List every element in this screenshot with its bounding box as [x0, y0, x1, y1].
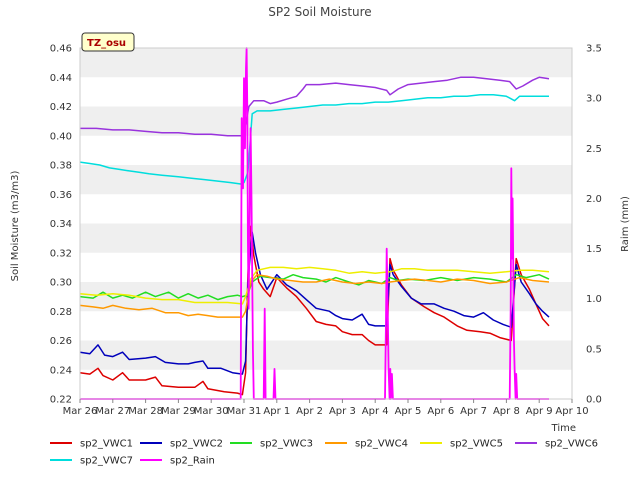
site-badge: TZ_osu	[81, 32, 135, 52]
grid-band	[80, 369, 572, 399]
y-tick-label: 0.22	[50, 395, 72, 406]
legend-label-sp2-vwc1: sp2_VWC1	[80, 439, 133, 450]
x-tick-label: Apr 1	[263, 406, 290, 417]
x-tick-label: Mar 31	[227, 406, 262, 417]
grid-band	[80, 252, 572, 282]
y-tick-label: 0.36	[50, 190, 72, 201]
legend-label-sp2-vwc2: sp2_VWC2	[170, 439, 223, 450]
x-tick-label: Mar 27	[95, 406, 130, 417]
x-tick-label: Apr 5	[395, 406, 422, 417]
y-tick-label: 0.26	[50, 336, 72, 347]
grid-band	[80, 340, 572, 370]
x-tick-label: Mar 28	[128, 406, 163, 417]
legend: sp2_VWC1 sp2_VWC2 sp2_VWC3 sp2_VWC4 sp2_VWC5…	[50, 439, 598, 467]
legend-label-sp2-vwc5: sp2_VWC5	[450, 439, 503, 450]
y-tick-label: 0.40	[50, 131, 72, 142]
y-tick-label: 0.44	[50, 73, 72, 84]
y-tick-label: 0.30	[50, 278, 72, 289]
y-axis-ticks: 0.22 0.24 0.26 0.28 0.30 0.32 0.34 0.36 0.38 0.40…	[50, 44, 72, 406]
x-tick-label: Apr 8	[493, 406, 520, 417]
legend-label-sp2-vwc6: sp2_VWC6	[545, 439, 598, 450]
series-line-sp2-vwc2	[79, 231, 550, 375]
y2-tick-label: 0.5	[586, 344, 602, 355]
y-tick-label: 0.24	[50, 365, 72, 376]
series-line-sp2-vwc7	[79, 94, 549, 185]
y2-tick-label: 3.5	[586, 44, 602, 55]
y-tick-label: 0.28	[50, 307, 72, 318]
legend-label-sp2-vwc4: sp2_VWC4	[355, 439, 408, 450]
x-tick-label: Apr 2	[296, 406, 323, 417]
y-tick-label: 0.38	[50, 161, 72, 172]
y2-axis-title: Raim (mm)	[620, 196, 631, 252]
x-tick-label: Apr 4	[362, 406, 389, 417]
grid-band	[80, 223, 572, 253]
series-line-sp2-vwc4	[79, 273, 550, 318]
x-tick-label: Mar 26	[63, 406, 98, 417]
x-tick-label: Apr 7	[460, 406, 487, 417]
y-tick-label: 0.32	[50, 248, 72, 259]
grid-band	[80, 165, 572, 195]
y-axis-title: Soil Moisture (m3/m3)	[10, 171, 21, 282]
y2-tick-label: 3.0	[586, 94, 602, 105]
x-tick-label: Apr 3	[329, 406, 356, 417]
x-tick-label: Mar 29	[161, 406, 196, 417]
grid-band	[80, 48, 572, 78]
y2-tick-label: 2.5	[586, 144, 602, 155]
y2-tick-label: 2.0	[586, 194, 602, 205]
x-tick-label: Apr 10	[555, 406, 588, 417]
y2-tick-label: 1.0	[586, 294, 602, 305]
x-axis-title: Time	[551, 423, 576, 434]
legend-label-sp2-rain: sp2_Rain	[170, 456, 215, 467]
series-line-sp2-vwc6	[80, 76, 550, 137]
chart-title: SP2 Soil Moisture	[268, 5, 371, 19]
grid-band	[80, 194, 572, 224]
y-tick-label: 0.42	[50, 102, 72, 113]
site-badge-box	[81, 32, 135, 52]
y-tick-label: 0.46	[50, 44, 72, 55]
plot-frame	[79, 47, 573, 400]
grid-band	[80, 106, 572, 136]
x-tick-label: Mar 30	[194, 406, 229, 417]
y2-tick-label: 0.0	[586, 395, 602, 406]
site-badge-label: TZ_osu	[87, 38, 126, 49]
grid-band	[80, 282, 572, 312]
grid-band	[80, 77, 572, 107]
legend-label-sp2-vwc3: sp2_VWC3	[260, 439, 313, 450]
x-tick-label: Apr 6	[427, 406, 454, 417]
x-tick-label: Apr 9	[526, 406, 553, 417]
series-line-sp2-vwc1	[79, 225, 550, 396]
series-line-sp2-vwc5	[79, 266, 550, 305]
grid-bands	[80, 48, 572, 399]
y-tick-label: 0.34	[50, 219, 72, 230]
grid-band	[80, 135, 572, 165]
y2-axis-ticks: 0.0 0.5 1.0 1.5 2.0 2.5 3.0 3.5	[586, 44, 602, 406]
grid-band	[80, 311, 572, 341]
y2-tick-label: 1.5	[586, 244, 602, 255]
legend-label-sp2-vwc7: sp2_VWC7	[80, 456, 133, 467]
